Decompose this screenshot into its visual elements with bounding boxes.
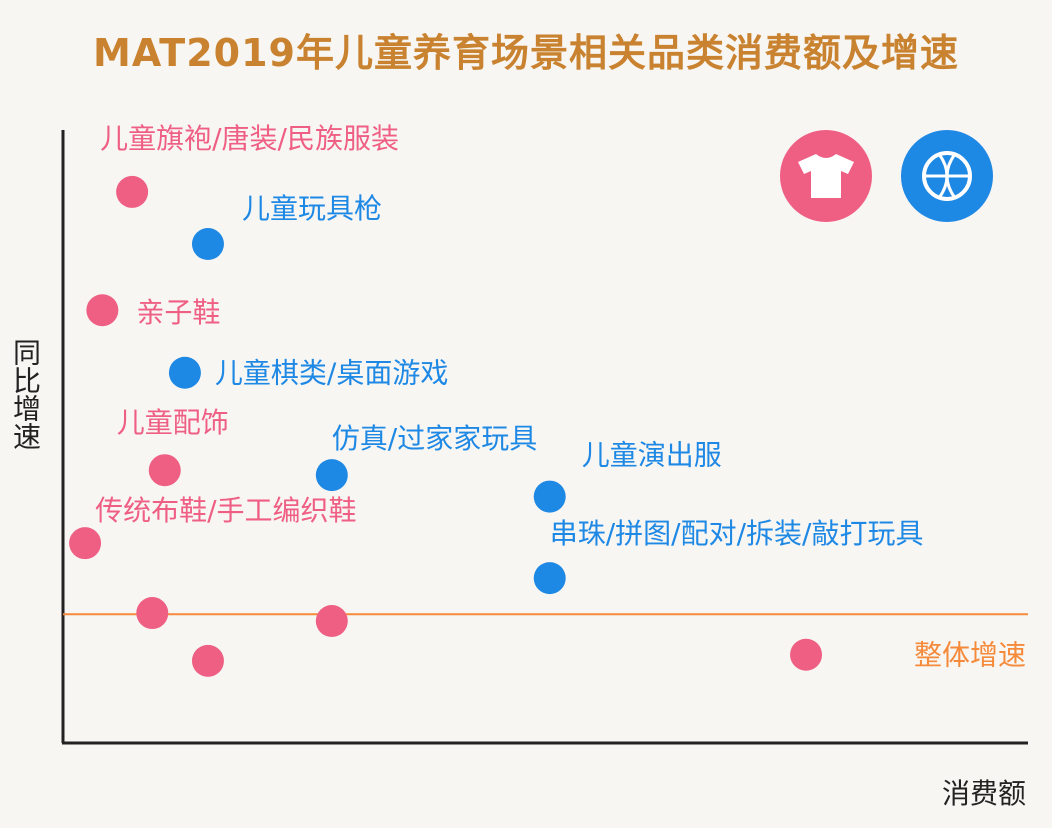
data-point — [790, 638, 823, 671]
data-point-label: 仿真/过家家玩具 — [332, 422, 537, 455]
data-point — [168, 356, 201, 389]
data-point — [315, 605, 348, 638]
chart-title: MAT2019年儿童养育场景相关品类消费额及增速 — [93, 31, 959, 75]
data-point — [69, 527, 102, 560]
data-point-label: 儿童配饰 — [117, 406, 229, 439]
data-point — [191, 228, 224, 261]
data-point — [136, 597, 169, 630]
data-point-label: 儿童棋类/桌面游戏 — [215, 357, 448, 390]
data-point-label: 传统布鞋/手工编织鞋 — [95, 494, 356, 527]
data-point-label: 亲子鞋 — [136, 296, 220, 329]
data-point — [191, 644, 224, 677]
reference-line-label: 整体增速 — [914, 638, 1026, 671]
y-axis-label: 同比增速 — [9, 338, 42, 450]
data-point — [533, 480, 566, 513]
data-point-label: 串珠/拼图/配对/拆装/敲打玩具 — [550, 517, 924, 550]
tshirt-shape — [798, 154, 854, 198]
data-point — [86, 294, 119, 327]
data-point — [533, 562, 566, 595]
data-point-label: 儿童玩具枪 — [242, 192, 382, 225]
data-point-label: 儿童旗袍/唐装/民族服装 — [100, 122, 399, 155]
data-point — [148, 454, 181, 487]
x-axis-label: 消费额 — [941, 777, 1026, 810]
data-point — [116, 175, 149, 208]
data-point-label: 儿童演出服 — [582, 439, 722, 472]
basketball-seam — [945, 153, 957, 199]
data-point — [315, 459, 348, 492]
